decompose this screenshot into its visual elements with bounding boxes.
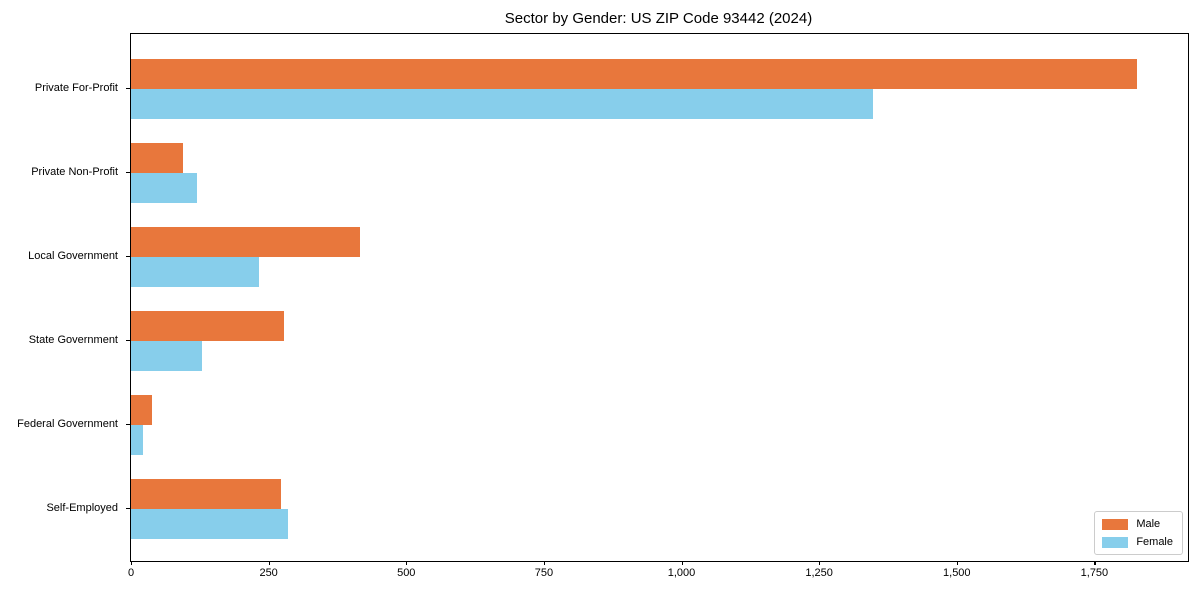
y-tick-mark	[126, 88, 130, 90]
bar-male-state-government	[131, 311, 284, 341]
legend-swatch-female	[1102, 536, 1129, 548]
x-tick-mark	[543, 561, 546, 565]
y-tick-mark	[126, 508, 130, 510]
y-tick-label-self-employed: Self-Employed	[46, 502, 118, 514]
bar-female-private-non-profit	[131, 173, 198, 203]
bar-female-local-government	[131, 257, 260, 287]
y-tick-label-state-government: State Government	[28, 334, 118, 346]
bar-male-self-employed	[131, 479, 282, 509]
plot-area: Male Female	[130, 33, 1189, 562]
y-tick-mark	[126, 424, 130, 426]
x-tick-mark	[268, 561, 270, 565]
bar-female-self-employed	[131, 509, 288, 539]
legend-row-male: Male	[1102, 518, 1173, 530]
x-tick-label-500: 500	[397, 567, 416, 579]
y-tick-label-private-for-profit: Private For-Profit	[34, 82, 118, 94]
bar-male-local-government	[131, 227, 360, 257]
chart-title: Sector by Gender: US ZIP Code 93442 (202…	[504, 10, 813, 27]
x-tick-mark	[1094, 561, 1096, 565]
legend-label-female: Female	[1136, 536, 1173, 548]
x-tick-label-1250: 1,250	[805, 567, 833, 579]
x-tick-label-0: 0	[127, 567, 135, 579]
y-tick-mark	[126, 340, 130, 342]
y-tick-label-federal-government: Federal Government	[17, 418, 118, 430]
legend-label-male: Male	[1136, 518, 1161, 530]
x-tick-mark	[131, 561, 133, 565]
bar-female-state-government	[131, 341, 202, 371]
bar-male-private-non-profit	[131, 143, 183, 173]
legend-swatch-male	[1102, 518, 1129, 530]
bar-male-federal-government	[131, 395, 152, 425]
x-tick-mark	[681, 561, 683, 565]
x-tick-label-250: 250	[259, 567, 278, 579]
y-tick-label-local-government: Local Government	[28, 250, 118, 262]
x-tick-mark	[406, 561, 408, 565]
y-tick-mark	[126, 256, 130, 258]
legend-row-female: Female	[1102, 536, 1173, 548]
y-tick-mark	[126, 172, 130, 174]
y-tick-label-private-non-profit: Private Non-Profit	[31, 166, 118, 178]
x-tick-mark	[956, 561, 958, 565]
x-tick-label-1000: 1,000	[667, 567, 696, 579]
bar-female-private-for-profit	[131, 89, 874, 119]
bar-female-federal-government	[131, 425, 143, 455]
x-tick-mark	[819, 561, 821, 565]
x-tick-label-750: 750	[534, 567, 554, 579]
bar-male-private-for-profit	[131, 59, 1138, 89]
legend: Male Female	[1094, 511, 1183, 555]
x-tick-label-1500: 1,500	[943, 567, 971, 579]
x-tick-label-1750: 1,750	[1080, 567, 1109, 579]
